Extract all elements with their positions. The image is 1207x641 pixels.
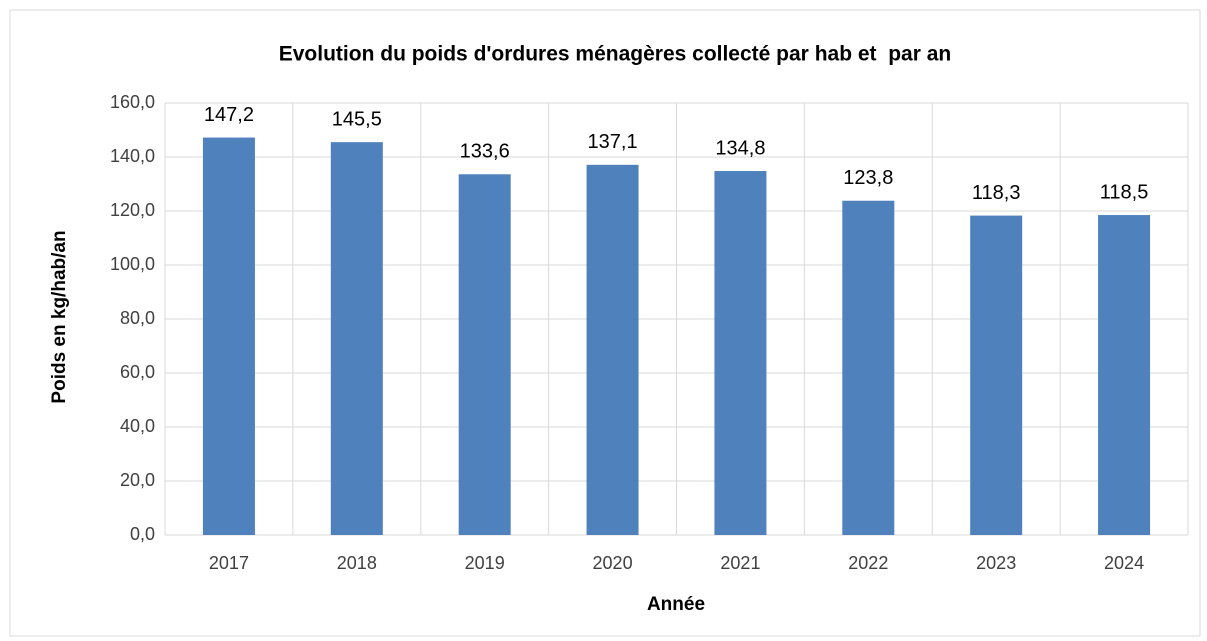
- y-tick-label: 20,0: [120, 470, 155, 490]
- bar: [714, 171, 767, 536]
- y-axis-label: Poids en kg/hab/an: [49, 230, 70, 403]
- data-label: 134,8: [715, 137, 765, 159]
- data-label: 147,2: [204, 104, 254, 126]
- bar: [330, 142, 383, 535]
- chart-title: Evolution du poids d'ordures ménagères c…: [279, 43, 951, 66]
- x-tick-label: 2023: [976, 553, 1016, 573]
- x-tick-label: 2022: [848, 553, 888, 573]
- x-tick-label: 2018: [337, 553, 377, 573]
- bar: [970, 215, 1023, 535]
- y-tick-label: 40,0: [120, 416, 155, 436]
- bar: [458, 174, 511, 535]
- data-label: 133,6: [460, 141, 510, 163]
- data-label: 118,5: [1100, 181, 1149, 203]
- bar: [842, 200, 895, 536]
- y-tick-label: 120,0: [110, 200, 155, 220]
- y-tick-label: 0,0: [130, 524, 155, 544]
- data-label: 145,5: [332, 108, 382, 130]
- bar: [586, 164, 639, 535]
- bar: [1098, 215, 1151, 536]
- x-tick-label: 2024: [1104, 553, 1144, 573]
- y-tick-label: 100,0: [110, 254, 155, 274]
- x-tick-label: 2021: [720, 553, 760, 573]
- y-tick-label: 60,0: [120, 362, 155, 382]
- x-axis-label: Année: [647, 594, 705, 615]
- data-label: 123,8: [843, 167, 893, 189]
- data-label: 118,3: [972, 182, 1021, 204]
- x-tick-label: 2017: [209, 553, 249, 573]
- data-label: 137,1: [588, 131, 638, 153]
- x-tick-label: 2019: [465, 553, 505, 573]
- bar: [202, 137, 255, 535]
- x-tick-label: 2020: [593, 553, 633, 573]
- y-tick-label: 140,0: [110, 146, 155, 166]
- y-tick-label: 160,0: [110, 92, 155, 112]
- y-tick-label: 80,0: [120, 308, 155, 328]
